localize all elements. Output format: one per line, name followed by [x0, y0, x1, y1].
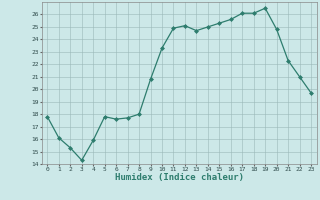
X-axis label: Humidex (Indice chaleur): Humidex (Indice chaleur)	[115, 173, 244, 182]
